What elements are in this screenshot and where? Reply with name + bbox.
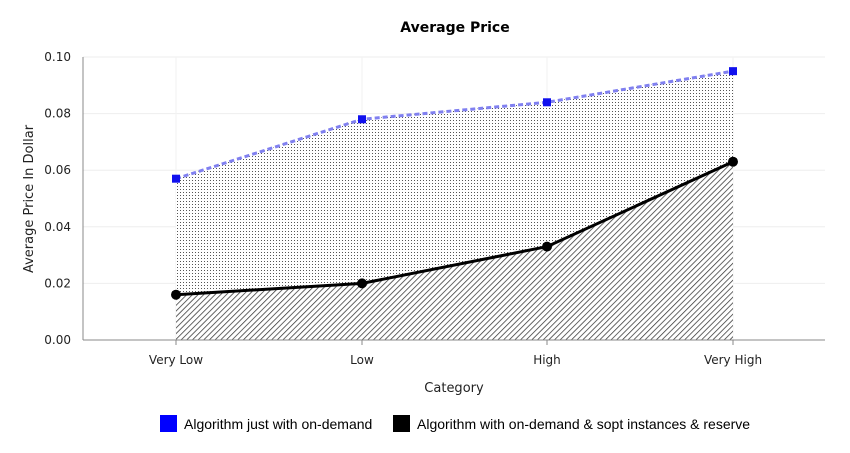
series-2-point (542, 241, 552, 252)
y-tick-label: 0.02 (44, 276, 71, 290)
series-lines (175, 69, 734, 297)
legend-label-1: Algorithm just with on-demand (184, 416, 372, 432)
series-1-point (543, 98, 551, 107)
x-tick-label: Very Low (149, 353, 203, 367)
series-2-point (171, 289, 181, 300)
x-tick-label: High (533, 353, 561, 367)
series-areas (176, 71, 733, 341)
y-axis-label: Average Price In Dollar (22, 124, 37, 273)
series-1-point (172, 174, 180, 183)
legend-swatch-1 (160, 415, 177, 432)
series-area-2 (176, 161, 733, 340)
series-line-1 (175, 69, 734, 181)
series-2-point (357, 278, 367, 289)
series-line-2 (175, 160, 734, 297)
x-tick-label: Low (350, 353, 374, 367)
x-axis-label: Category (424, 381, 484, 396)
legend: Algorithm just with on-demand Algorithm w… (160, 415, 750, 432)
x-tick-label: Very High (704, 353, 762, 367)
legend-swatch-2 (393, 415, 410, 432)
y-tick-labels: 0.00 0.02 0.04 0.06 0.08 0.10 (44, 50, 71, 347)
y-tick-label: 0.10 (44, 50, 71, 64)
series-2-point (728, 156, 738, 167)
series-1-point (358, 115, 366, 124)
y-tick-label: 0.00 (44, 333, 71, 347)
x-tick-labels: Very Low Low High Very High (149, 353, 762, 367)
y-tick-label: 0.08 (44, 107, 71, 121)
y-tick-label: 0.04 (44, 220, 71, 234)
series-1-point (729, 67, 737, 76)
series-markers (171, 67, 738, 300)
legend-label-2: Algorithm with on-demand & sopt instance… (417, 416, 750, 432)
chart-title: Average Price (400, 20, 509, 36)
y-tick-label: 0.06 (44, 163, 71, 177)
axes (82, 57, 825, 345)
